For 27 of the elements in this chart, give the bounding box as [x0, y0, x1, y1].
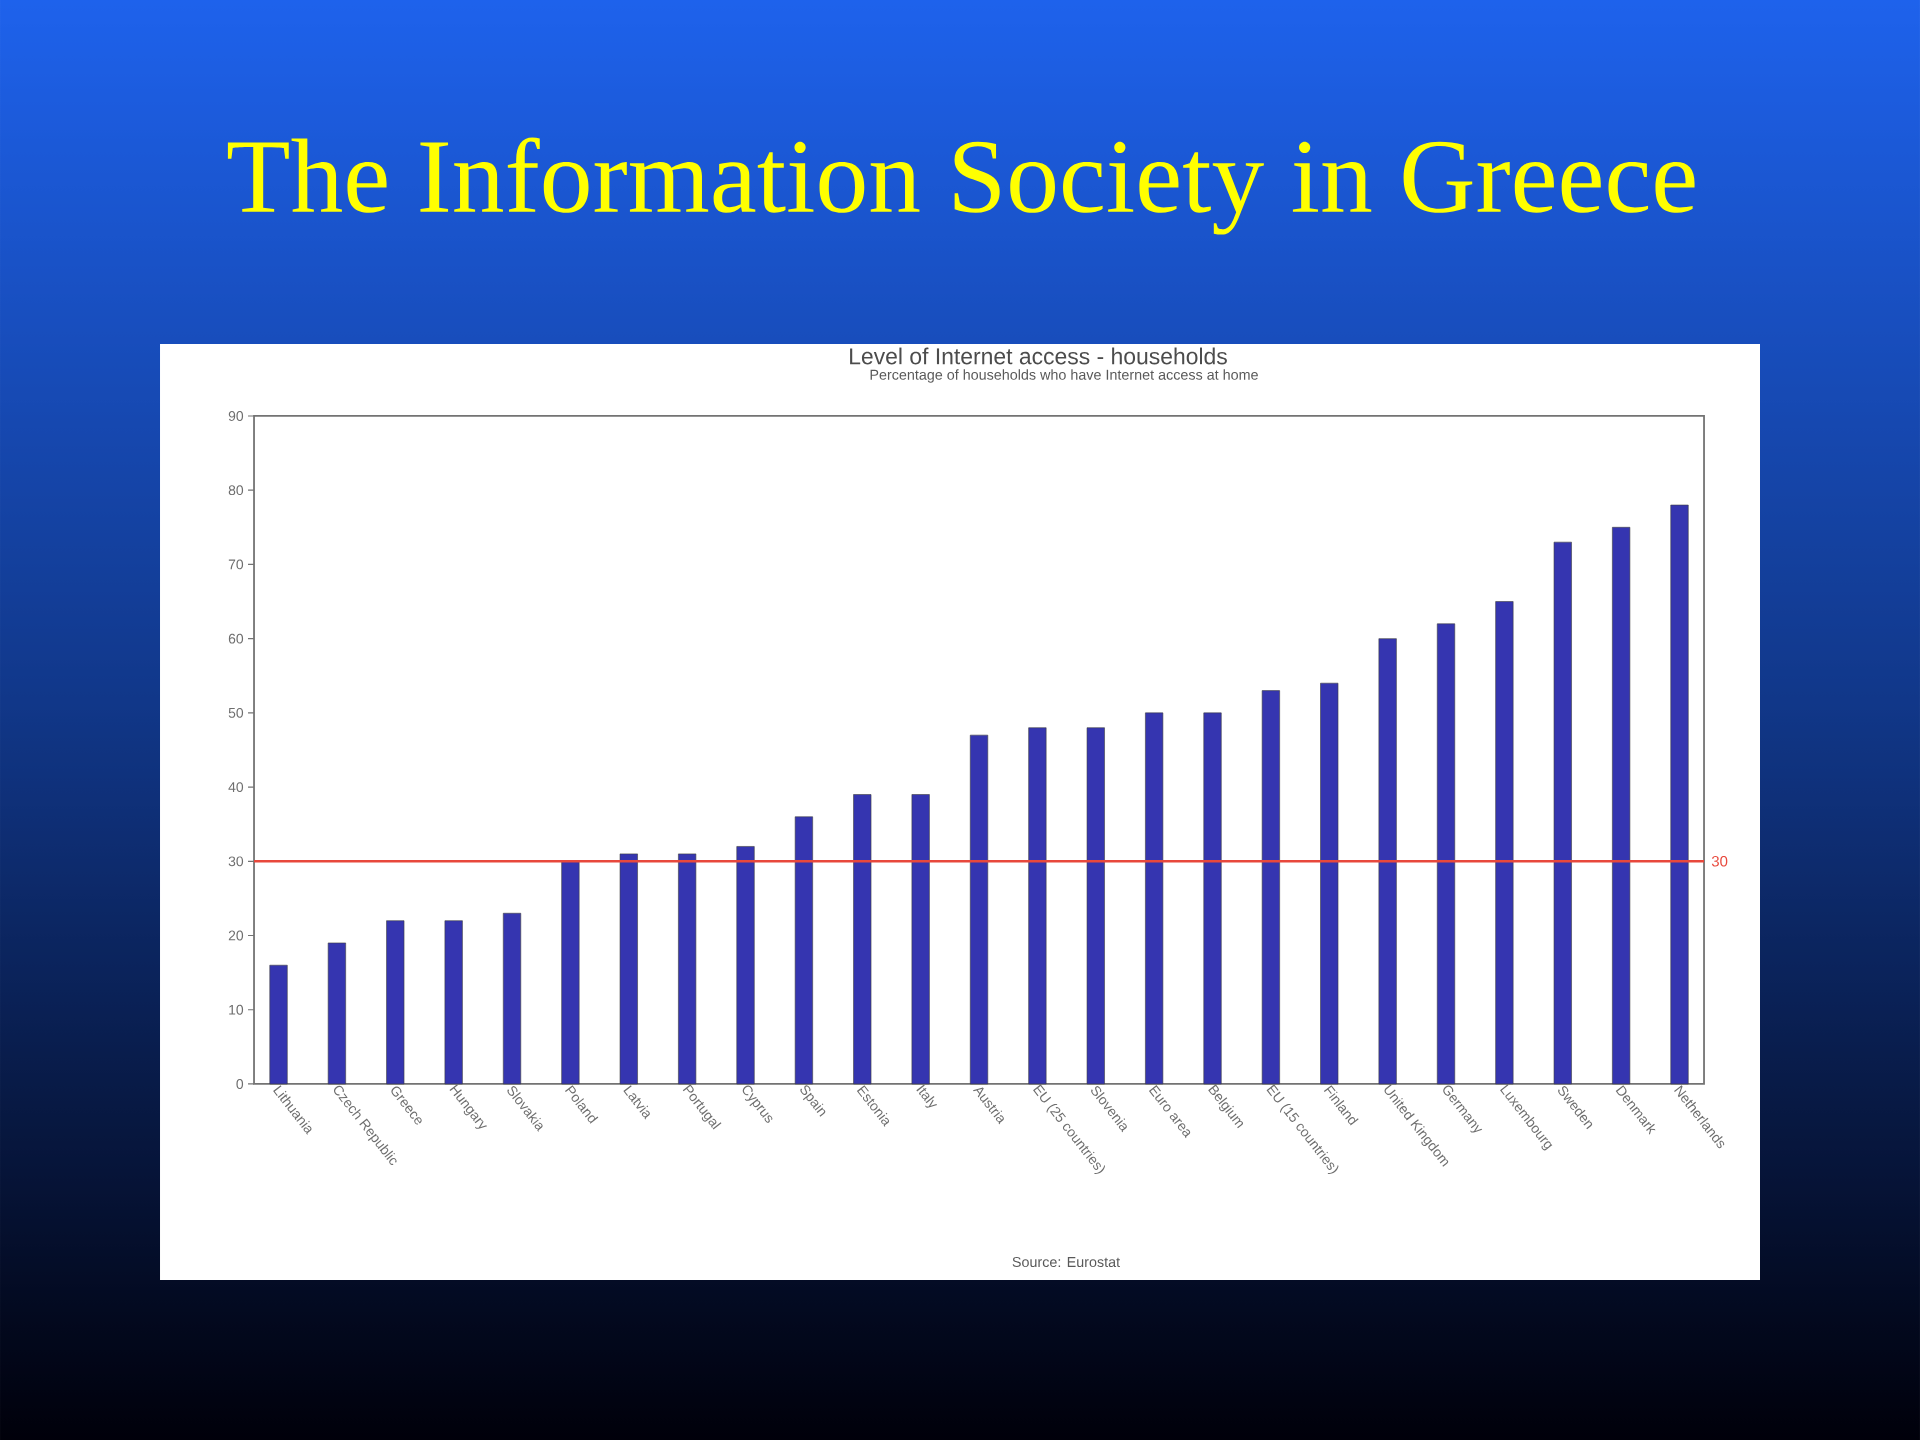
bar [1203, 712, 1222, 1085]
bar [1612, 527, 1631, 1085]
bar [1495, 601, 1514, 1085]
bar [502, 912, 522, 1085]
bar [1553, 541, 1572, 1085]
bar [1670, 504, 1689, 1085]
bar [269, 964, 288, 1085]
bar [327, 942, 346, 1085]
bar [736, 846, 755, 1085]
bar [386, 920, 405, 1085]
bar [1378, 638, 1397, 1085]
bar [1028, 727, 1047, 1085]
bar [678, 853, 697, 1085]
bar [1086, 727, 1105, 1085]
chart-title: The Information Society in Greece [227, 137, 1695, 235]
bar [911, 794, 930, 1085]
bar [1261, 690, 1280, 1085]
bar [444, 920, 463, 1085]
chart-subtitle: Level of Internet access - households [850, 347, 1227, 365]
bar [619, 853, 638, 1085]
bar [969, 734, 989, 1085]
bar [1145, 712, 1164, 1085]
bar [853, 794, 872, 1085]
bar [1436, 623, 1456, 1085]
bar [1320, 682, 1339, 1085]
bar [561, 861, 580, 1085]
bar [794, 816, 813, 1085]
